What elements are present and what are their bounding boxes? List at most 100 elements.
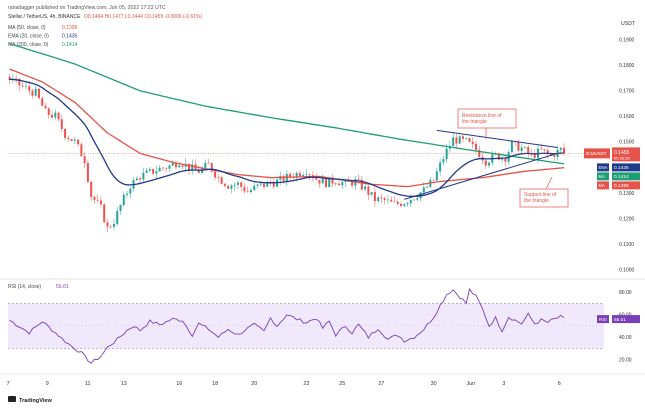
tradingview-brand: TradingView	[19, 398, 52, 404]
candle-body	[298, 173, 301, 177]
candle-body	[233, 184, 236, 186]
ma50-line	[9, 68, 565, 188]
candle-body	[230, 185, 233, 189]
time-tick-label: 18	[212, 381, 218, 387]
candle-body	[383, 198, 386, 201]
candle-body	[77, 139, 80, 145]
candle-body	[474, 143, 478, 150]
candle-body	[324, 178, 327, 188]
candle-body	[227, 185, 230, 189]
candle-body	[204, 162, 207, 168]
price-tick-label: 0.1200	[619, 216, 635, 222]
candle-body	[109, 226, 112, 228]
candle-body	[243, 186, 246, 192]
candle-body	[93, 196, 96, 200]
indicator-value: 0.1399	[614, 183, 629, 189]
resistance-annotation-box	[457, 108, 517, 129]
candle-body	[272, 183, 275, 187]
candle-body	[161, 167, 164, 169]
candle-body	[484, 160, 487, 166]
candle-body	[191, 164, 194, 171]
currency-label: USDT	[621, 21, 636, 27]
indicator-value: 0.1414	[614, 174, 629, 180]
last-price-value: 0.1455	[614, 150, 630, 156]
candle-body	[139, 178, 142, 180]
support-trendline	[404, 152, 558, 200]
support-annotation-line1: Support line of	[524, 192, 557, 198]
rsi-tick-label: 20.00	[619, 358, 632, 364]
candle-body	[256, 184, 259, 186]
candle-body	[34, 88, 37, 96]
candle-body	[135, 178, 138, 181]
candle-body	[155, 171, 158, 174]
candle-body	[178, 165, 181, 168]
candle-body	[54, 112, 57, 118]
candle-body	[99, 200, 102, 205]
indicator-tag-box	[597, 172, 609, 181]
candle-body	[289, 174, 292, 178]
legend-label: EMA (20, close, 0)	[8, 34, 49, 40]
indicator-value-box	[612, 163, 640, 172]
candle-body	[373, 191, 376, 202]
candle-body	[338, 183, 341, 186]
candle-body	[399, 203, 403, 206]
candle-body	[112, 224, 116, 227]
candle-body	[142, 172, 145, 180]
candle-body	[550, 153, 553, 156]
resistance-annotation-line2: the triangle	[462, 119, 487, 125]
candle-body	[60, 119, 63, 130]
candle-body	[116, 210, 119, 225]
candle-body	[90, 181, 93, 197]
candle-body	[351, 181, 354, 186]
candle-body	[442, 159, 445, 163]
indicator-tag-label: EMA	[599, 165, 608, 170]
candle-body	[207, 162, 210, 164]
legend-value: 0.1414	[62, 42, 78, 48]
candle-body	[377, 197, 380, 202]
candle-body	[236, 182, 239, 185]
candle-body	[328, 177, 331, 188]
candle-body	[396, 201, 399, 204]
candle-body	[64, 129, 67, 138]
tradingview-logo: TradingView	[8, 396, 52, 404]
indicator-tag-label: MA	[599, 174, 605, 179]
candle-body	[341, 182, 344, 186]
candle-body	[517, 141, 520, 151]
price-tick-label: 0.1900	[619, 38, 635, 44]
rsi-line	[9, 287, 565, 364]
candle-body	[181, 165, 184, 167]
time-tick-label: Jun	[466, 381, 475, 387]
candle-body	[523, 147, 526, 148]
candle-body	[390, 199, 393, 202]
legend-value: 0.1435	[62, 34, 78, 40]
candle-body	[31, 90, 34, 96]
candle-body	[174, 163, 177, 168]
candle-body	[458, 136, 461, 144]
candle-body	[305, 174, 308, 176]
price-tick-label: 0.1700	[619, 89, 635, 95]
triangle-trendlines	[404, 129, 558, 200]
resistance-trendline	[436, 129, 558, 149]
candle-body	[465, 138, 468, 139]
candle-body	[331, 177, 334, 184]
candle-body	[83, 156, 86, 164]
candle-body	[403, 204, 406, 206]
candle-body	[540, 148, 543, 150]
candle-body	[148, 169, 151, 171]
symbol-line: Stellar / TetherUS, 4h, BINANCE	[8, 14, 81, 20]
candle-body	[504, 157, 507, 162]
time-tick-label: 30	[431, 381, 437, 387]
candle-body	[263, 183, 266, 187]
candle-body	[563, 147, 566, 154]
support-annotation-box	[519, 188, 569, 208]
support-annotation: Support line of the triangle	[519, 176, 569, 208]
time-tick-label: 23	[303, 381, 309, 387]
candle-body	[302, 174, 305, 177]
moving-averages	[9, 42, 565, 197]
candle-body	[452, 137, 455, 147]
candle-body	[334, 183, 337, 185]
resistance-annotation-line1: Resistance line of	[462, 113, 502, 119]
price-tick-label: 0.1800	[619, 63, 635, 69]
